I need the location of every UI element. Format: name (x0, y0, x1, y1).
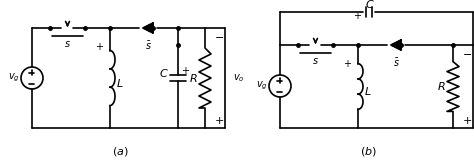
Text: $L$: $L$ (116, 77, 124, 89)
Text: $+$: $+$ (182, 65, 191, 76)
Text: $(b)$: $(b)$ (360, 146, 376, 158)
Text: $C$: $C$ (159, 67, 169, 79)
Text: $R$: $R$ (437, 80, 446, 92)
Text: $C$: $C$ (365, 0, 374, 10)
Text: $s$: $s$ (312, 56, 319, 66)
Text: $+$: $+$ (95, 41, 104, 52)
Polygon shape (143, 23, 153, 33)
Text: $\bar{s}$: $\bar{s}$ (145, 40, 151, 52)
Text: $R$: $R$ (189, 72, 197, 84)
Text: $v_o$: $v_o$ (233, 72, 245, 84)
Text: $s$: $s$ (64, 39, 71, 49)
Text: $L$: $L$ (364, 85, 372, 97)
Text: $+$: $+$ (344, 57, 353, 68)
Text: $+$: $+$ (214, 114, 224, 126)
Text: $(a)$: $(a)$ (112, 146, 128, 158)
Text: $+$: $+$ (462, 114, 472, 126)
Text: $v_g$: $v_g$ (256, 80, 268, 92)
Text: $\bar{s}$: $\bar{s}$ (392, 57, 400, 69)
Text: $-$: $-$ (214, 31, 224, 41)
Polygon shape (391, 40, 401, 50)
Text: $v_g$: $v_g$ (8, 72, 20, 84)
Text: $-$: $-$ (462, 48, 472, 58)
Text: $+$: $+$ (353, 9, 362, 20)
